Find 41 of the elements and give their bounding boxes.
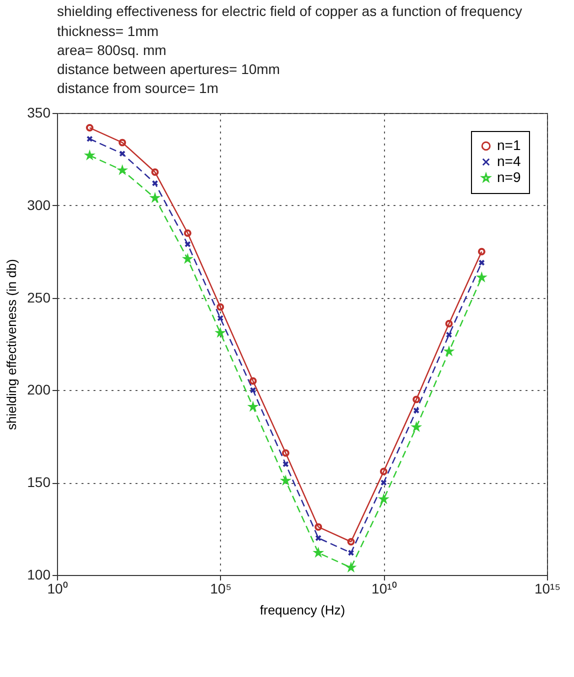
y-tick-label: 250	[27, 289, 51, 306]
point	[151, 168, 159, 176]
point	[217, 314, 224, 322]
point	[380, 468, 388, 476]
point	[478, 259, 485, 266]
legend-label: n=4	[497, 153, 521, 169]
legend-label: n=1	[497, 137, 521, 153]
chart-subtitle: thickness= 1mm area= 800sq. mm distance between apertures= 10mm distance from source= 1m	[57, 23, 280, 96]
y-tick-label: 300	[27, 196, 51, 213]
point	[413, 407, 420, 414]
point	[119, 150, 126, 157]
point	[315, 534, 322, 542]
y-tick-label: 350	[27, 104, 51, 120]
point	[86, 136, 93, 142]
point	[118, 138, 126, 146]
x-tick-label: 10¹⁰	[372, 580, 397, 596]
y-tick-label: 100	[27, 566, 51, 582]
point	[282, 449, 290, 457]
point	[348, 550, 354, 556]
legend-label: n=9	[497, 169, 521, 185]
y-tick-label: 200	[27, 382, 51, 398]
x-tick-label: 10⁵	[210, 580, 232, 596]
point	[249, 377, 257, 385]
point	[282, 460, 289, 468]
y-axis-title: shielding effectiveness (in db)	[4, 258, 20, 430]
point	[412, 396, 420, 404]
point	[314, 523, 322, 531]
point	[445, 320, 453, 328]
x-axis-title: frequency (Hz)	[260, 602, 346, 618]
point	[216, 303, 224, 311]
point	[152, 180, 158, 186]
point	[347, 538, 355, 546]
point	[184, 229, 192, 237]
x-tick-label: 10⁰	[47, 580, 68, 596]
point	[184, 241, 191, 248]
point	[380, 479, 387, 486]
x-tick-label: 10¹⁵	[534, 580, 561, 596]
point	[446, 332, 452, 338]
chart-title: shielding effectiveness for electric field of copper as a function of frequency	[57, 3, 522, 19]
point	[250, 387, 256, 394]
y-tick-label: 150	[27, 474, 51, 490]
